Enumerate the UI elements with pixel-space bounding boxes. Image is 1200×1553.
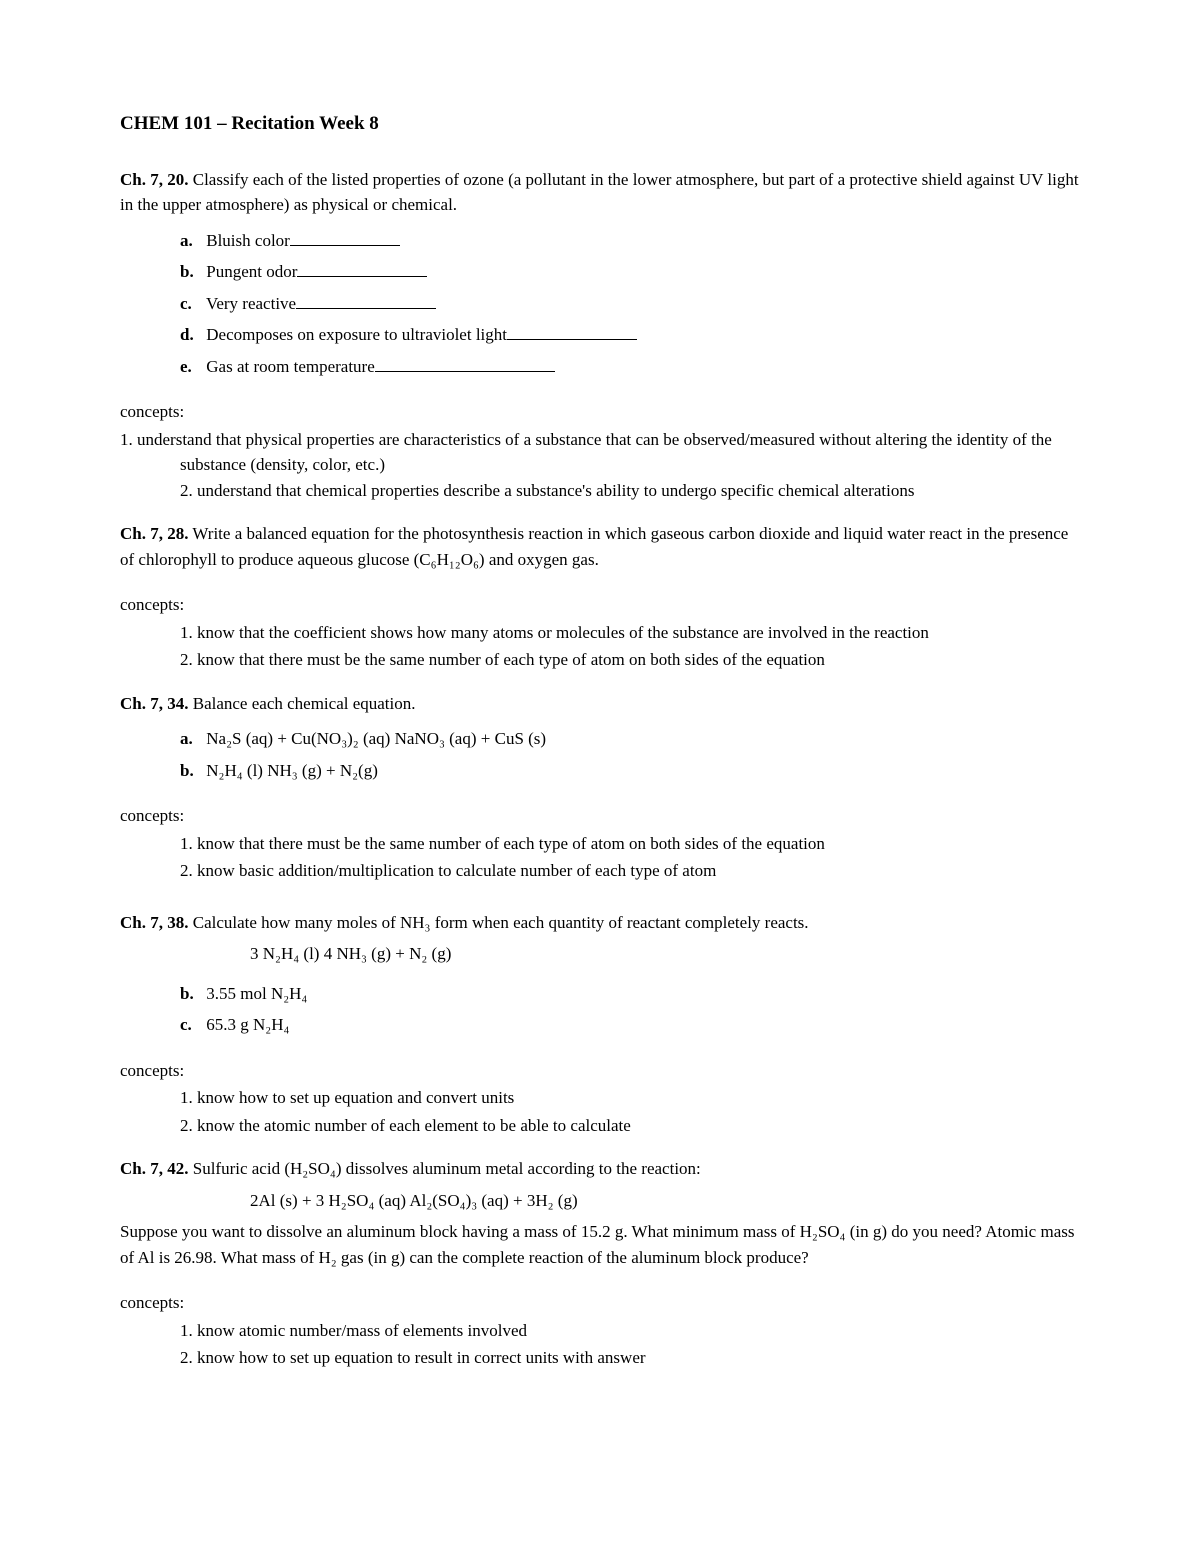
- item-c: c. 65.3 g N₂H₄: [180, 1012, 1080, 1038]
- problem-text-2: Suppose you want to dissolve an aluminum…: [120, 1219, 1080, 1270]
- concepts-list: 1. know atomic number/mass of elements i…: [180, 1318, 1080, 1371]
- concept-1: 1. know that there must be the same numb…: [180, 831, 1080, 857]
- equation: 3 N₂H₄ (l) 4 NH₃ (g) + N₂ (g): [250, 941, 1080, 967]
- sub-list: b. 3.55 mol N₂H₄ c. 65.3 g N₂H₄: [180, 981, 1080, 1038]
- concept-2: 2. know that there must be the same numb…: [180, 647, 1080, 673]
- concepts-label: concepts:: [120, 803, 1080, 829]
- concepts-list: 1. know that there must be the same numb…: [180, 831, 1080, 884]
- eq-b: b. N₂H₄ (l) NH₃ (g) + N₂(g): [180, 758, 1080, 784]
- blank-d: [507, 324, 637, 340]
- problem-7-34: Ch. 7, 34. Balance each chemical equatio…: [120, 691, 1080, 784]
- concept-2: 2. know the atomic number of each elemen…: [180, 1113, 1080, 1139]
- concepts-list: 1. understand that physical properties a…: [180, 427, 1080, 504]
- concepts-label: concepts:: [120, 592, 1080, 618]
- item-a: a. Bluish color: [180, 228, 1080, 254]
- blank-e: [375, 355, 555, 371]
- concept-2: 2. know basic addition/multiplication to…: [180, 858, 1080, 884]
- eq-a: a. Na₂S (aq) + Cu(NO₃)₂ (aq) NaNO₃ (aq) …: [180, 726, 1080, 752]
- concept-1: 1. know how to set up equation and conve…: [180, 1085, 1080, 1111]
- page-title: CHEM 101 – Recitation Week 8: [120, 110, 1080, 139]
- document-page: CHEM 101 – Recitation Week 8 Ch. 7, 20. …: [0, 0, 1200, 1553]
- concepts-list: 1. know that the coefficient shows how m…: [180, 620, 1080, 673]
- item-d: d. Decomposes on exposure to ultraviolet…: [180, 322, 1080, 348]
- concepts-label: concepts:: [120, 1290, 1080, 1316]
- problem-7-20: Ch. 7, 20. Classify each of the listed p…: [120, 167, 1080, 380]
- problem-7-28: Ch. 7, 28. Write a balanced equation for…: [120, 521, 1080, 572]
- concept-2: 2. know how to set up equation to result…: [180, 1345, 1080, 1371]
- item-b: b. 3.55 mol N₂H₄: [180, 981, 1080, 1007]
- problem-text: Classify each of the listed properties o…: [120, 170, 1079, 215]
- concept-2: 2. understand that chemical properties d…: [180, 478, 1080, 504]
- concept-1: 1. know atomic number/mass of elements i…: [180, 1318, 1080, 1344]
- item-b: b. Pungent odor: [180, 259, 1080, 285]
- blank-b: [297, 261, 427, 277]
- problem-head: Ch. 7, 42.: [120, 1159, 188, 1178]
- problem-7-38: Ch. 7, 38. Calculate how many moles of N…: [120, 910, 1080, 1038]
- problem-7-42: Ch. 7, 42. Sulfuric acid (H₂SO₄) dissolv…: [120, 1156, 1080, 1270]
- equation: 2Al (s) + 3 H₂SO₄ (aq) Al₂(SO₄)₃ (aq) + …: [250, 1188, 1080, 1214]
- problem-text: Calculate how many moles of NH₃ form whe…: [188, 913, 808, 932]
- problem-head: Ch. 7, 28.: [120, 524, 188, 543]
- eq-list: a. Na₂S (aq) + Cu(NO₃)₂ (aq) NaNO₃ (aq) …: [180, 726, 1080, 783]
- problem-text: Balance each chemical equation.: [188, 694, 415, 713]
- problem-text: Sulfuric acid (H₂SO₄) dissolves aluminum…: [188, 1159, 700, 1178]
- problem-head: Ch. 7, 20.: [120, 170, 188, 189]
- concepts-label: concepts:: [120, 399, 1080, 425]
- item-c: c. Very reactive: [180, 291, 1080, 317]
- blank-a: [290, 229, 400, 245]
- item-e: e. Gas at room temperature: [180, 354, 1080, 380]
- problem-head: Ch. 7, 38.: [120, 913, 188, 932]
- problem-head: Ch. 7, 34.: [120, 694, 188, 713]
- concepts-list: 1. know how to set up equation and conve…: [180, 1085, 1080, 1138]
- concept-1: 1. know that the coefficient shows how m…: [180, 620, 1080, 646]
- concept-1: 1. understand that physical properties a…: [180, 427, 1080, 478]
- sub-list: a. Bluish color b. Pungent odor c. Very …: [180, 228, 1080, 380]
- problem-text: Write a balanced equation for the photos…: [120, 524, 1068, 569]
- concepts-label: concepts:: [120, 1058, 1080, 1084]
- blank-c: [296, 292, 436, 308]
